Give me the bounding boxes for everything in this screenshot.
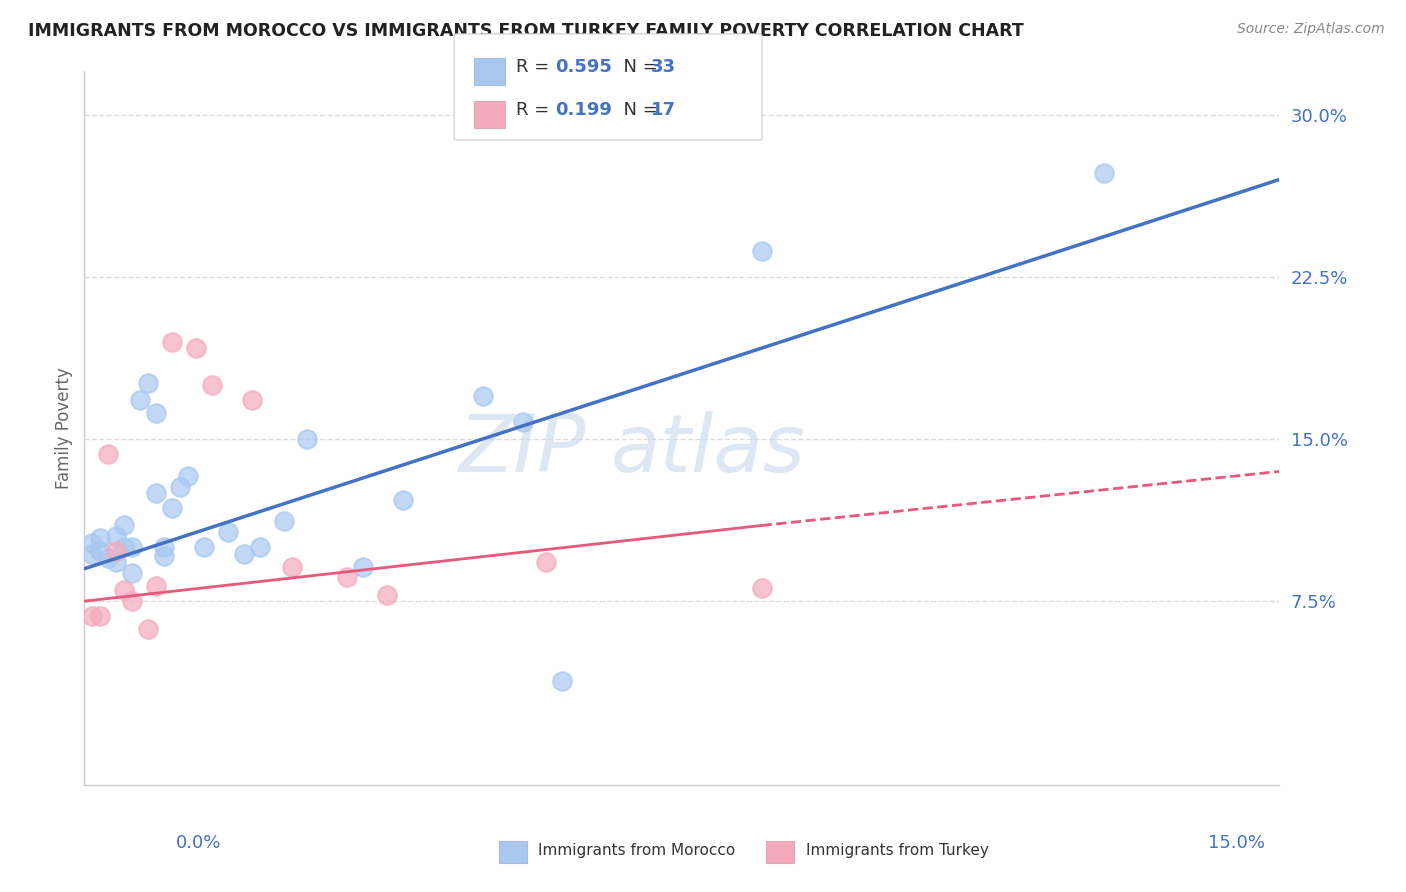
Point xyxy=(177,468,200,483)
Point xyxy=(145,486,167,500)
Point xyxy=(105,555,128,569)
Point xyxy=(153,540,176,554)
Point xyxy=(89,609,111,624)
Point xyxy=(184,341,207,355)
Text: N =: N = xyxy=(612,58,664,76)
Point xyxy=(201,378,224,392)
Point xyxy=(375,588,398,602)
Text: 33: 33 xyxy=(651,58,676,76)
Point xyxy=(273,514,295,528)
Point xyxy=(169,479,191,493)
Point xyxy=(160,334,183,349)
Point xyxy=(1092,166,1115,180)
Point xyxy=(471,389,494,403)
Point xyxy=(97,550,120,565)
Point xyxy=(751,581,773,595)
Text: R =: R = xyxy=(516,101,555,119)
Point xyxy=(121,540,143,554)
Text: 0.199: 0.199 xyxy=(555,101,612,119)
Text: 0.595: 0.595 xyxy=(555,58,612,76)
Point xyxy=(89,532,111,546)
Point xyxy=(232,547,254,561)
Point xyxy=(121,594,143,608)
Point xyxy=(129,392,152,407)
Point xyxy=(105,529,128,543)
Point xyxy=(82,535,104,549)
Point xyxy=(121,566,143,580)
Point xyxy=(551,674,574,689)
Point xyxy=(89,544,111,558)
Text: ZIP: ZIP xyxy=(458,410,586,489)
Text: IMMIGRANTS FROM MOROCCO VS IMMIGRANTS FROM TURKEY FAMILY POVERTY CORRELATION CHA: IMMIGRANTS FROM MOROCCO VS IMMIGRANTS FR… xyxy=(28,22,1024,40)
Text: 0.0%: 0.0% xyxy=(176,834,221,852)
Point xyxy=(97,447,120,461)
Text: atlas: atlas xyxy=(610,410,806,489)
Y-axis label: Family Poverty: Family Poverty xyxy=(55,368,73,489)
Point xyxy=(112,518,135,533)
Text: 17: 17 xyxy=(651,101,676,119)
Point xyxy=(249,540,271,554)
Point xyxy=(751,244,773,258)
Point xyxy=(160,501,183,516)
Point xyxy=(112,583,135,598)
Point xyxy=(336,570,359,584)
Point xyxy=(512,415,534,429)
Point xyxy=(352,559,374,574)
Text: R =: R = xyxy=(516,58,555,76)
Point xyxy=(193,540,215,554)
Point xyxy=(145,406,167,420)
Point xyxy=(536,555,558,569)
Text: Immigrants from Morocco: Immigrants from Morocco xyxy=(538,843,735,858)
Point xyxy=(217,524,239,539)
Text: N =: N = xyxy=(612,101,664,119)
Point xyxy=(136,622,159,636)
Point xyxy=(136,376,159,390)
Text: 15.0%: 15.0% xyxy=(1208,834,1265,852)
Point xyxy=(153,549,176,563)
Point xyxy=(145,579,167,593)
Point xyxy=(297,432,319,446)
Point xyxy=(112,540,135,554)
Text: Immigrants from Turkey: Immigrants from Turkey xyxy=(806,843,988,858)
Point xyxy=(280,559,302,574)
Point xyxy=(105,544,128,558)
Point xyxy=(82,609,104,624)
Point xyxy=(392,492,415,507)
Text: Source: ZipAtlas.com: Source: ZipAtlas.com xyxy=(1237,22,1385,37)
Point xyxy=(240,392,263,407)
Point xyxy=(82,547,104,561)
